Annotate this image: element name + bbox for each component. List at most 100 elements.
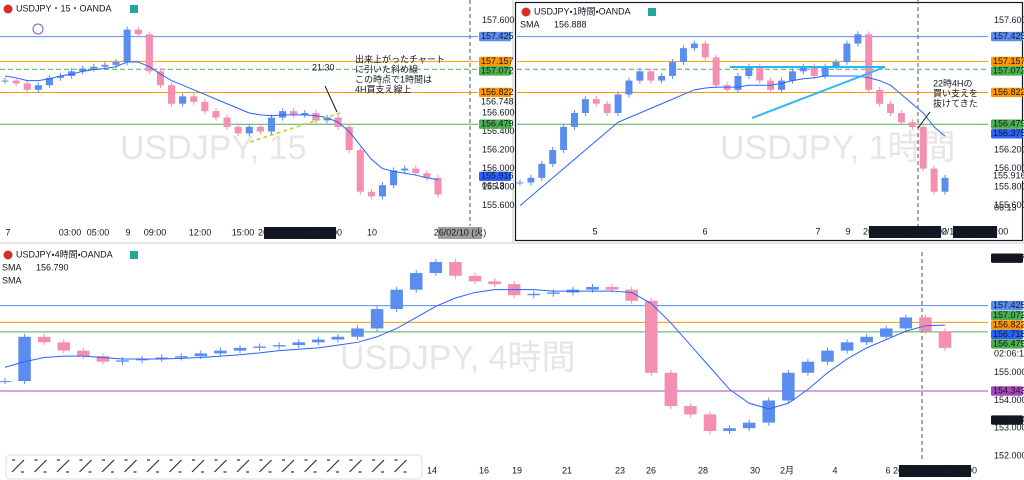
price-tag-label: 154.343 [993,385,1024,395]
candle [684,406,697,415]
next-date: 2/10 (火) 07:00 [942,226,1009,236]
candle [45,77,53,86]
toolbar-button[interactable] [79,459,92,473]
toolbar-button[interactable] [11,459,25,473]
cursor-time: 26/02/09 (月) 19:00 [893,465,977,475]
price-tag [479,31,511,42]
time-label: 5 [592,226,597,236]
price-tag-label: 156.822 [993,319,1024,329]
candle [782,372,795,401]
toolbar-button[interactable] [169,459,182,473]
toolbar [5,454,423,480]
candle [101,64,109,67]
candle [941,177,949,192]
candle [930,168,938,192]
candle [701,43,709,58]
toolbar-button[interactable] [214,459,227,473]
candle [245,126,253,134]
candle [267,117,276,132]
candle [256,126,264,132]
candle [547,292,560,294]
candle [679,48,687,63]
candle [586,286,599,290]
candle [603,103,611,113]
toolbar-button[interactable] [101,459,115,473]
candle [390,170,398,186]
price-tag [991,129,1023,139]
time-label: 23 [615,465,625,475]
price-tag-label: 157.425 [481,31,514,41]
price-tag-label: 157.157 [993,56,1024,66]
watermark: USDJPY, 15 [120,129,306,167]
price-tick-label: 156.000 [994,163,1024,173]
price-tick-label: 156.000 [482,163,515,173]
price-tick-label: 155.600 [482,200,515,210]
price-tag [991,31,1023,42]
candle [134,29,142,35]
candle [723,428,736,431]
time-label: 09:00 [144,227,167,237]
toolbar-button[interactable] [371,459,385,473]
sma-line [519,75,946,207]
candle [625,80,633,95]
candle [116,360,129,362]
toolbar-button[interactable] [394,459,407,473]
symbol-flag [3,4,13,14]
toolbar-button[interactable] [124,459,137,473]
toolbar-button[interactable] [349,459,362,473]
candle [434,177,442,195]
candle [919,126,927,169]
candle [832,62,840,67]
toolbar-button[interactable] [56,459,70,473]
candle [938,331,952,348]
candle [860,336,873,343]
toolbar-button[interactable] [146,459,160,473]
candle [810,66,818,76]
trendline [751,66,886,119]
toolbar-button[interactable] [191,459,205,473]
price-tag-label: 156.479 [993,338,1024,348]
price-tag-label: 157.072 [993,310,1024,320]
candle [449,261,462,276]
price-tag-label: 157.425 [993,300,1024,310]
candle [669,62,677,76]
trendline [249,112,341,143]
price-tag [991,329,1023,340]
toolbar-button[interactable] [259,459,272,473]
time-label: 4 [832,465,837,475]
candle [312,113,320,121]
candle [549,150,557,164]
candle [123,29,131,63]
price-tag-label: 155.916 [481,171,514,181]
cursor-time: 26/02/09 (月) 19:00 [258,227,342,237]
price-tag-label: 156.822 [481,87,514,97]
candle [592,99,600,104]
toolbar-button[interactable] [236,459,250,473]
toolbar-button[interactable] [281,459,295,473]
toolbar-button[interactable] [34,459,47,473]
candle [323,117,331,121]
arrow [917,111,931,129]
candle [0,381,12,383]
countdown: 06:13 [994,202,1017,212]
toolbar-button[interactable] [304,459,317,473]
time-label: 28 [698,465,708,475]
arrow [324,85,338,113]
status-badge [130,5,138,13]
toolbar-button[interactable] [326,459,340,473]
candle [527,293,541,296]
candle [390,289,403,310]
candle [1,80,9,82]
candle [703,414,717,431]
candle [821,350,834,362]
candle [488,281,501,285]
price-tick-label: 155.600 [994,200,1024,210]
candle [887,103,894,113]
candle [560,126,568,151]
candle [370,309,384,329]
price-tick-label: 157.600 [994,15,1024,25]
price-tag-label: 153.294 [993,414,1024,424]
candle [801,361,815,373]
status-badge [648,8,656,16]
